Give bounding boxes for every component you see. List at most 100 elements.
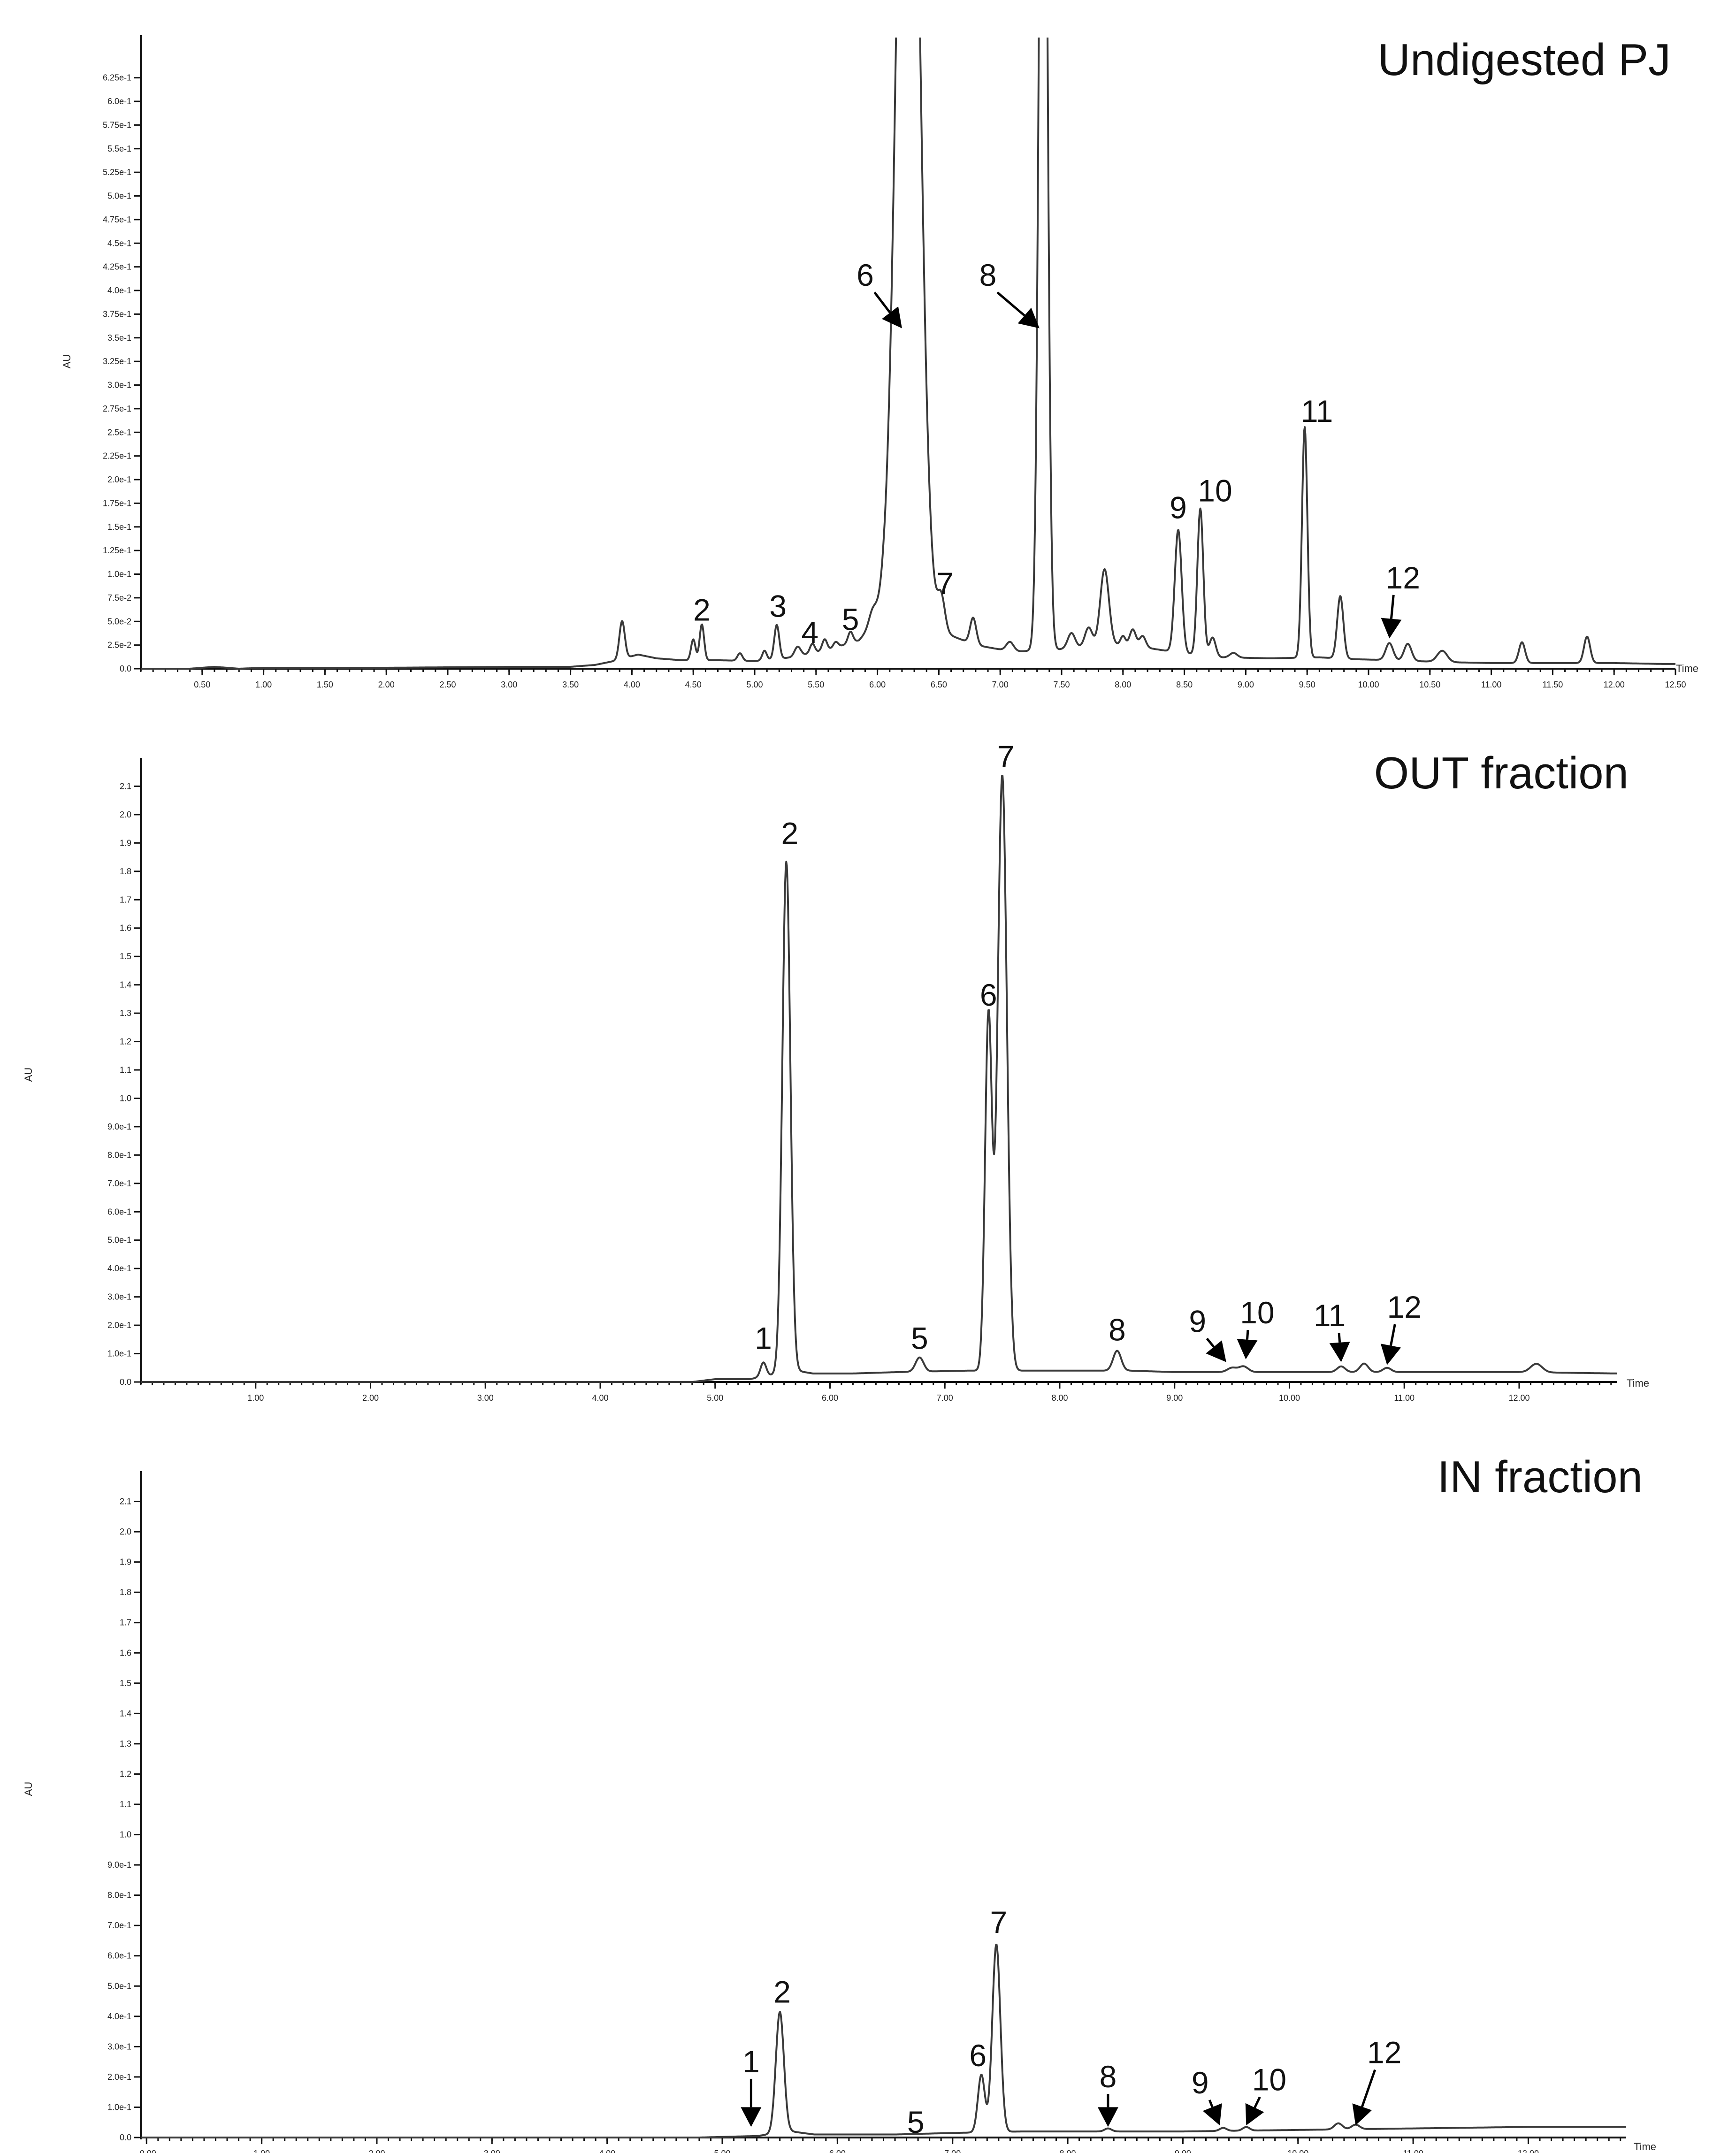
chromatogram-trace	[141, 1944, 1627, 2138]
peak-arrowhead	[1381, 618, 1402, 639]
x-tick-label: 10.50	[1419, 680, 1440, 689]
peak-arrow	[1390, 595, 1395, 619]
y-tick-label: 0.0	[120, 2133, 131, 2142]
x-tick-label: 11.00	[1481, 680, 1502, 689]
y-tick-label: 1.6	[120, 924, 131, 933]
peak-label: 8	[1109, 1312, 1126, 1347]
x-tick-label: 6.00	[822, 1393, 838, 1403]
peak-label: 6	[980, 977, 997, 1012]
peak-arrowhead	[1017, 307, 1040, 328]
y-tick-label: 2.0	[120, 1527, 131, 1536]
x-tick-label: 8.50	[1176, 680, 1193, 689]
y-tick-label: 5.0e-1	[107, 1236, 131, 1245]
peak-arrowhead	[1097, 2107, 1118, 2127]
peak-label: 6	[969, 2038, 987, 2073]
y-tick-label: 3.0e-1	[107, 2042, 131, 2051]
x-tick-label: 11.00	[1403, 2149, 1423, 2153]
y-tick-label: 3.0e-1	[107, 1292, 131, 1302]
peak-label: 6	[857, 258, 874, 292]
y-tick-label: 2.0	[120, 810, 131, 819]
peak-label: 2	[781, 816, 798, 850]
x-tick-label: 1.00	[255, 680, 272, 689]
peak-label: 8	[979, 258, 997, 292]
peak-label: 5	[842, 602, 859, 636]
x-tick-label: 6.00	[869, 680, 886, 689]
x-tick-label: 7.50	[1053, 680, 1070, 689]
y-tick-label: 1.4	[120, 1709, 131, 1718]
y-tick-label: 1.7	[120, 1618, 131, 1627]
peak-arrowhead	[1202, 2103, 1222, 2126]
y-tick-label: 2.0e-1	[107, 475, 131, 484]
y-tick-label: 2.0e-1	[107, 1321, 131, 1330]
y-tick-label: 1.0e-1	[107, 2102, 131, 2112]
chromatogram-trace	[141, 775, 1617, 1383]
peak-arrowhead	[741, 2107, 762, 2127]
y-tick-label: 2.1	[120, 1497, 131, 1506]
y-tick-label: 2.25e-1	[103, 451, 131, 461]
peak-label: 3	[769, 588, 787, 623]
peak-label: 1	[742, 2044, 760, 2079]
peak-label: 8	[1100, 2059, 1117, 2094]
y-axis-label: AU	[61, 354, 73, 369]
y-tick-label: 1.5e-1	[107, 522, 131, 532]
x-tick-label: 4.00	[624, 680, 640, 689]
x-tick-label: 11.00	[1394, 1393, 1415, 1403]
y-tick-label: 5.25e-1	[103, 168, 131, 177]
x-tick-label: 3.00	[501, 680, 517, 689]
peak-label: 7	[997, 739, 1015, 774]
x-tick-label: 10.00	[1279, 1393, 1300, 1403]
chart-panel-out-fraction: OUT fraction AU Time 0.0 1.0e-1 2.0e-1 3.0e…	[23, 739, 1649, 1403]
x-tick-label: 1.00	[253, 2149, 270, 2153]
y-tick-label: 7.0e-1	[107, 1921, 131, 1930]
y-tick-label: 8.0e-1	[107, 1150, 131, 1160]
y-tick-label: 1.7	[120, 895, 131, 904]
x-tick-label: 12.00	[1518, 2149, 1539, 2153]
peak-label: 12	[1367, 2035, 1401, 2070]
peak-label: 10	[1198, 473, 1232, 508]
y-tick-label: 1.1	[120, 1800, 131, 1809]
peak-arrowhead	[1245, 2103, 1264, 2126]
y-tick-label: 1.0e-1	[107, 1349, 131, 1359]
peak-arrowhead	[1352, 2103, 1372, 2126]
peak-label: 2	[693, 592, 711, 627]
y-tick-label: 2.5e-2	[107, 641, 131, 650]
x-tick-label: 2.00	[362, 1393, 379, 1403]
x-tick-label: 6.50	[931, 680, 947, 689]
chart-title: OUT fraction	[1374, 748, 1629, 798]
x-tick-label: 12.50	[1665, 680, 1686, 689]
x-tick-label: 8.00	[1060, 2149, 1076, 2153]
peak-arrow	[1361, 2069, 1377, 2107]
y-tick-label: 1.5	[120, 1679, 131, 1688]
y-tick-label: 4.75e-1	[103, 215, 131, 224]
chromatogram-trace	[141, 38, 1676, 670]
x-tick-label: 1.50	[317, 680, 333, 689]
y-tick-label: 5.0e-1	[107, 191, 131, 201]
peak-label: 12	[1387, 1290, 1422, 1324]
x-tick-label: 7.00	[944, 2149, 961, 2153]
x-tick-label: 2.00	[378, 680, 395, 689]
y-tick-label: 1.9	[120, 1557, 131, 1567]
peak-label: 10	[1240, 1295, 1274, 1330]
peak-arrowhead	[1329, 1342, 1350, 1362]
y-tick-label: 1.3	[120, 1739, 131, 1748]
y-tick-label: 5.0e-1	[107, 1981, 131, 1991]
y-tick-label: 2.5e-1	[107, 428, 131, 437]
y-tick-label: 5.5e-1	[107, 144, 131, 153]
y-tick-label: 1.0	[120, 1830, 131, 1840]
peak-label: 9	[1189, 1304, 1206, 1338]
y-tick-label: 9.0e-1	[107, 1860, 131, 1870]
x-tick-label: 9.00	[1166, 1393, 1183, 1403]
y-tick-label: 4.0e-1	[107, 1264, 131, 1273]
y-tick-label: 1.8	[120, 1588, 131, 1597]
y-tick-label: 1.0e-1	[107, 570, 131, 579]
x-tick-label: 10.00	[1358, 680, 1379, 689]
x-axis-label: Time	[1627, 1377, 1649, 1389]
x-tick-label: 9.50	[1299, 680, 1315, 689]
y-tick-label: 5.0e-2	[107, 617, 131, 626]
y-tick-label: 1.75e-1	[103, 498, 131, 508]
peak-label: 7	[990, 1905, 1007, 1939]
x-tick-label: 0.50	[194, 680, 210, 689]
x-tick-label: 2.00	[368, 2149, 385, 2153]
peak-label: 7	[936, 566, 954, 601]
